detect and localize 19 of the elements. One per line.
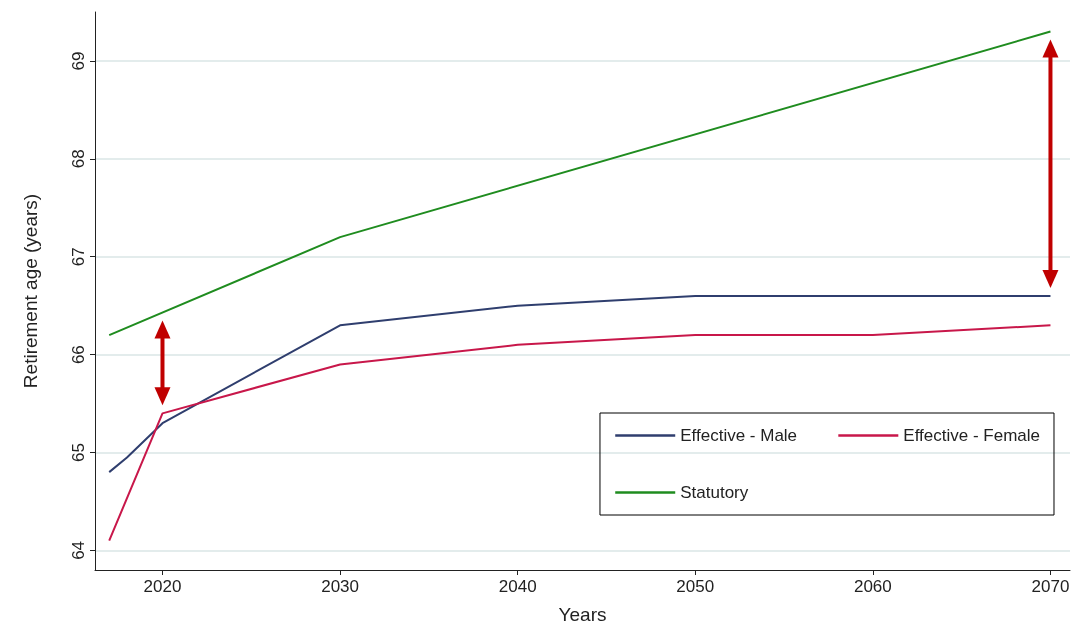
y-tick-label: 64: [69, 540, 88, 560]
y-tick-label: 66: [69, 345, 88, 365]
legend-label: Effective - Female: [903, 426, 1041, 445]
y-tick-label: 67: [69, 247, 88, 267]
line-series: [108, 294, 1052, 474]
x-tick-label: 2070: [1031, 577, 1070, 596]
line-series: [108, 324, 1052, 542]
x-axis-title: Years: [558, 604, 607, 625]
x-tick-label: 2040: [498, 577, 537, 596]
x-tick-label: 2050: [676, 577, 715, 596]
legend-label: Statutory: [680, 483, 749, 502]
y-tick-label: 68: [69, 149, 88, 169]
x-tick-label: 2030: [321, 577, 359, 596]
x-tick-label: 2060: [853, 577, 892, 596]
y-axis-title: Retirement age (years): [20, 193, 41, 389]
x-tick-label: 2020: [143, 577, 182, 596]
legend-label: Effective - Male: [680, 426, 798, 445]
y-tick-label: 65: [69, 443, 88, 462]
y-tick-label: 69: [69, 51, 88, 71]
